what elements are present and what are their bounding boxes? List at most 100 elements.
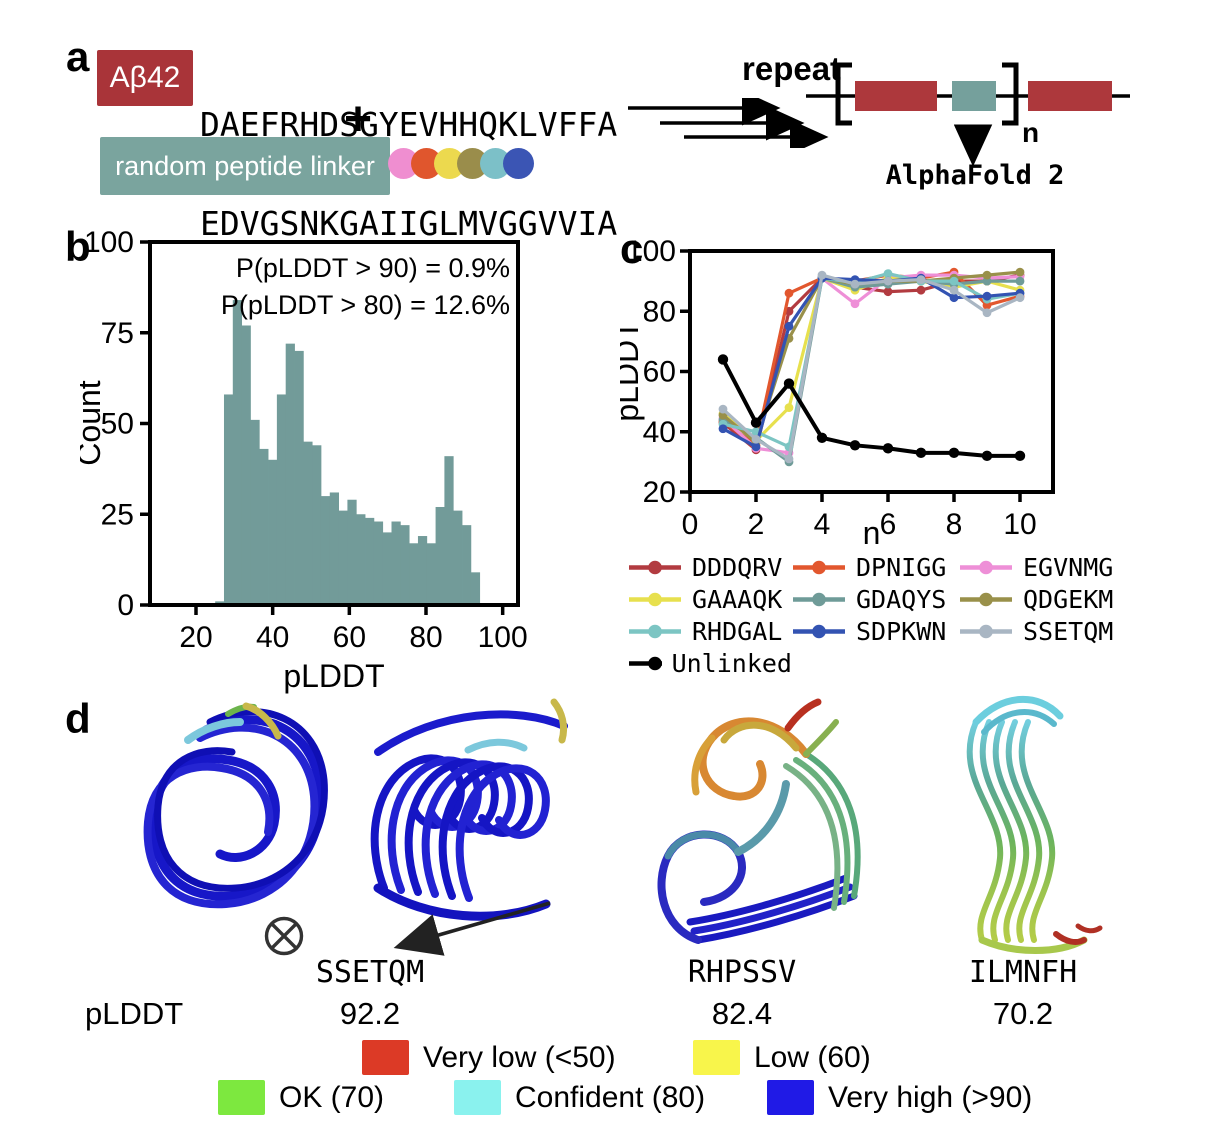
plddt-legend-swatch xyxy=(362,1040,409,1075)
series-marker-SSETQM xyxy=(982,308,992,318)
series-marker-SSETQM xyxy=(751,434,761,444)
hist-bar xyxy=(400,525,410,605)
legend-label: SDPKWN xyxy=(856,616,947,646)
panel-a-label: a xyxy=(66,33,90,80)
y-tick-label: 20 xyxy=(643,476,676,509)
hist-bar xyxy=(417,536,428,605)
plddt-legend-label: Low (60) xyxy=(754,1040,871,1074)
legend-dot xyxy=(648,624,662,638)
left-bracket xyxy=(835,62,852,126)
series-line-RHDGAL xyxy=(721,271,1022,449)
line-chart-legend: DDDQRV DPNIGG EGVNMG GAAAQK GDAQYS QDGEKM RHDG… xyxy=(628,551,1203,679)
legend-item-GDAQYS: GDAQYS xyxy=(792,585,959,614)
series-marker-QDGEKM xyxy=(1015,267,1025,277)
structure-ilmnfh xyxy=(966,695,1103,954)
hist-bar xyxy=(241,325,251,605)
series-marker-Unlinked xyxy=(849,440,861,451)
plddt-vs-n-line-chart: 0 2 4 6 8 10 20 40 60 80 100 n pLDDT xyxy=(620,235,1055,551)
legend-label: Unlinked xyxy=(671,648,792,678)
x-tick-label: 2 xyxy=(748,508,765,541)
hist-bar xyxy=(365,517,375,605)
probability-annotation: P(pLDDT > 80) = 12.6% xyxy=(221,290,510,320)
series-marker-SSETQM xyxy=(949,285,959,295)
plddt-legend-swatch xyxy=(218,1080,265,1115)
hist-bar xyxy=(303,441,313,605)
x-tick-label: 8 xyxy=(946,508,963,541)
plddt-value-ssetqm: 92.2 xyxy=(339,996,401,1031)
legend-item-DPNIGG: DPNIGG xyxy=(792,553,959,582)
hist-bar xyxy=(250,419,260,605)
construct-ab42-block-2 xyxy=(1028,81,1112,111)
legend-marker-icon xyxy=(960,592,1012,606)
x-tick-label: 4 xyxy=(814,508,831,541)
plddt-histogram-chart: 20 40 60 80 100 0 25 50 75 100 pLDDT Count P(pLDDT >… xyxy=(80,226,528,694)
structure-name-rhpssv: RHPSSV xyxy=(687,955,797,990)
legend-marker-icon xyxy=(629,560,681,574)
series-marker-SDPKWN xyxy=(784,321,794,331)
x-tick-label: 100 xyxy=(478,621,528,654)
legend-dot xyxy=(979,560,993,574)
legend-marker-icon xyxy=(793,560,845,574)
series-marker-EGVNMG xyxy=(850,299,860,309)
x-tick-label: 6 xyxy=(880,508,897,541)
construct-diagram: n xyxy=(806,62,1130,167)
series-marker-DPNIGG xyxy=(982,300,992,310)
y-tick-label: 40 xyxy=(643,416,676,449)
sequence-line-1: DAEFRHDSGYEVHHQKLVFFA xyxy=(200,105,618,144)
series-line-SSETQM xyxy=(721,273,1022,461)
plddt-legend-item-1: Low (60) xyxy=(693,1040,871,1075)
structure-rhpssv xyxy=(657,698,861,944)
series-line-DDDQRV xyxy=(721,273,1022,452)
structure-name-ssetqm: SSETQM xyxy=(315,955,425,990)
legend-label: EGVNMG xyxy=(1023,552,1114,582)
legend-label: GAAAQK xyxy=(692,584,783,614)
series-marker-SDPKWN xyxy=(751,442,761,452)
plddt-value-ilmnfh: 70.2 xyxy=(992,996,1054,1031)
legend-marker-icon xyxy=(793,592,845,606)
legend-label: DPNIGG xyxy=(856,552,947,582)
legend-item-SSETQM: SSETQM xyxy=(959,617,1159,646)
plddt-legend-label: Confident (80) xyxy=(515,1080,706,1114)
y-axis-title: pLDDT xyxy=(620,320,645,421)
x-tick-label: 80 xyxy=(409,621,442,654)
series-marker-DDDQRV xyxy=(916,285,926,295)
y-tick-label: 100 xyxy=(626,235,676,268)
series-marker-RHDGAL xyxy=(949,276,959,286)
legend-label: SSETQM xyxy=(1023,616,1114,646)
legend-item-SDPKWN: SDPKWN xyxy=(792,617,959,646)
series-marker-DDDQRV xyxy=(883,287,893,297)
plddt-legend-item-2: OK (70) xyxy=(218,1080,384,1115)
panel-c-label: c xyxy=(620,225,644,272)
series-line-Unlinked xyxy=(721,357,1022,458)
plddt-legend-swatch xyxy=(693,1040,740,1075)
series-marker-Unlinked xyxy=(915,447,927,459)
series-marker-GDAQYS xyxy=(982,276,992,286)
y-tick-label: 60 xyxy=(643,356,676,389)
hist-bar xyxy=(426,543,436,605)
series-marker-SSETQM xyxy=(784,454,794,464)
hist-bar xyxy=(453,510,463,605)
sequence-line-2: EDVGSNKGAIIGLMVGGVVIA xyxy=(200,204,618,243)
legend-item-EGVNMG: EGVNMG xyxy=(959,553,1159,582)
series-marker-Unlinked xyxy=(882,443,894,454)
hist-bar xyxy=(259,448,269,605)
plddt-value-rhpssv: 82.4 xyxy=(711,996,773,1031)
series-marker-SDPKWN xyxy=(718,424,728,434)
structure-name-ilmnfh: ILMNFH xyxy=(968,955,1078,990)
hist-bar xyxy=(347,499,357,605)
random-linker-box: random peptide linker xyxy=(100,137,390,195)
hist-bar xyxy=(320,496,331,605)
ab42-box-label: Aβ42 xyxy=(109,61,181,94)
x-tick-label: 40 xyxy=(256,621,289,654)
hist-bar xyxy=(409,543,419,605)
y-axis-title: Count xyxy=(80,380,107,466)
plddt-legend-item-0: Very low (<50) xyxy=(362,1040,616,1075)
hist-bar xyxy=(268,459,278,605)
legend-label: DDDQRV xyxy=(692,552,783,582)
construct-ab42-block-1 xyxy=(855,81,937,111)
series-marker-Unlinked xyxy=(717,354,729,365)
panel-d-label: d xyxy=(65,695,91,742)
legend-marker-icon xyxy=(629,624,681,638)
legend-marker-icon xyxy=(629,656,662,670)
